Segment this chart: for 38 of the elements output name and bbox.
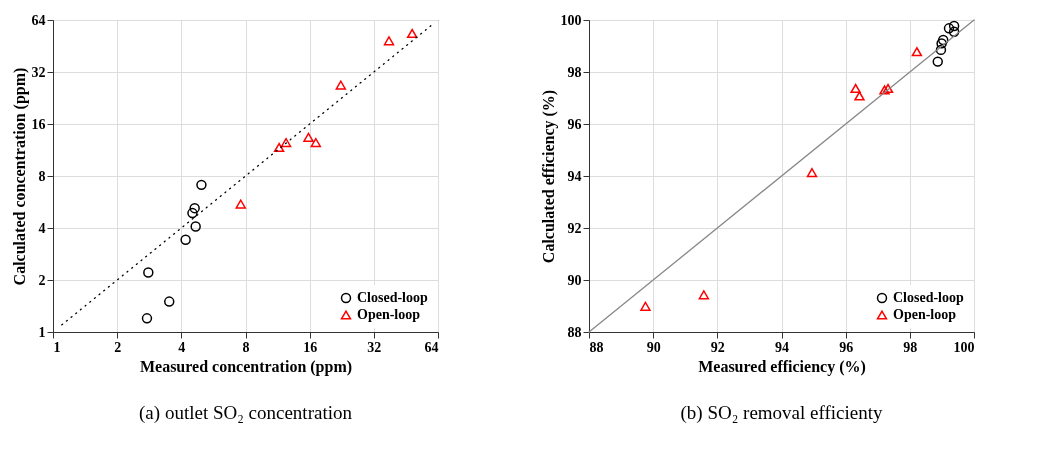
y-axis-title: Calculated efficiency (%) (539, 89, 558, 264)
x-tick-label: 94 (775, 339, 789, 355)
x-tick-label: 2 (114, 339, 122, 355)
x-tick-label: 98 (903, 339, 918, 355)
y-tick-label: 4 (38, 220, 46, 236)
x-tick-label: 1 (53, 339, 61, 355)
text: (a) outlet SO₂ concentration (139, 402, 353, 424)
y-tick-label: 98 (567, 64, 582, 80)
y-axis-title: Calculated concentration (ppm) (10, 67, 29, 286)
x-tick-label: 92 (710, 339, 725, 355)
legend-label: Closed-loop (357, 290, 428, 305)
y-tick-label: 96 (567, 116, 582, 132)
x-tick-label: 4 (178, 339, 186, 355)
legend-label: Open-loop (357, 307, 421, 322)
x-tick-label: 32 (367, 339, 382, 355)
x-tick-label: 16 (303, 339, 318, 355)
y-tick-label: 88 (567, 324, 582, 340)
x-tick-label: 100 (953, 339, 975, 355)
y-tick-label: 32 (31, 64, 46, 80)
y-tick-label: 92 (567, 220, 582, 236)
x-tick-label: 96 (839, 339, 854, 355)
x-tick-label: 8 (242, 339, 250, 355)
x-axis-title: Measured concentration (ppm) (139, 357, 353, 376)
x-tick-label: 90 (646, 339, 661, 355)
x-tick-label: 88 (589, 339, 604, 355)
legend-label: Open-loop (893, 307, 957, 322)
legend-label: Closed-loop (893, 290, 964, 305)
y-tick-label: 8 (38, 168, 46, 184)
text: (b) SO₂ removal efficienty (680, 402, 884, 424)
y-tick-label: 2 (38, 272, 46, 288)
x-axis-title: Measured efficiency (%) (698, 357, 866, 376)
y-tick-label: 90 (567, 272, 582, 288)
y-tick-label: 100 (560, 12, 582, 28)
y-tick-label: 94 (567, 168, 582, 184)
x-tick-label: 64 (424, 339, 439, 355)
y-tick-label: 16 (31, 116, 46, 132)
y-tick-label: 1 (38, 324, 46, 340)
y-tick-label: 64 (31, 12, 46, 28)
